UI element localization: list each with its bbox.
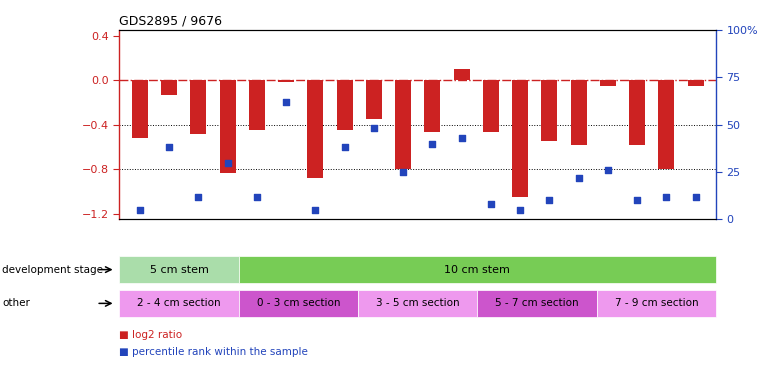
Point <box>310 207 322 213</box>
Text: GDS2895 / 9676: GDS2895 / 9676 <box>119 15 223 27</box>
Bar <box>483 80 499 132</box>
Bar <box>219 80 236 172</box>
Bar <box>512 80 528 197</box>
Text: 5 - 7 cm section: 5 - 7 cm section <box>495 298 579 308</box>
Point <box>660 194 672 200</box>
Point <box>455 135 467 141</box>
Bar <box>600 80 616 86</box>
Text: 5 cm stem: 5 cm stem <box>149 265 209 274</box>
Text: 7 - 9 cm section: 7 - 9 cm section <box>614 298 698 308</box>
Bar <box>688 80 704 86</box>
Point <box>368 126 380 132</box>
Bar <box>629 80 645 145</box>
Point <box>134 207 146 213</box>
Point <box>251 194 263 200</box>
Bar <box>249 80 265 130</box>
Bar <box>395 80 411 169</box>
Point <box>426 141 438 147</box>
Point <box>397 169 410 175</box>
Text: other: other <box>2 298 30 308</box>
Bar <box>161 80 177 94</box>
Bar <box>658 80 675 169</box>
Point <box>484 201 497 207</box>
Text: 10 cm stem: 10 cm stem <box>444 265 511 274</box>
Point <box>222 160 234 166</box>
Bar <box>132 80 148 138</box>
Text: development stage: development stage <box>2 265 103 274</box>
Bar <box>336 80 353 130</box>
Text: 0 - 3 cm section: 0 - 3 cm section <box>256 298 340 308</box>
Text: 3 - 5 cm section: 3 - 5 cm section <box>376 298 460 308</box>
Bar <box>424 80 440 132</box>
Bar <box>366 80 382 119</box>
Bar <box>307 80 323 178</box>
Bar <box>571 80 587 145</box>
Point <box>280 99 293 105</box>
Bar <box>190 80 206 134</box>
Bar <box>541 80 557 141</box>
Bar <box>454 69 470 80</box>
Point <box>601 167 614 173</box>
Point <box>543 197 555 203</box>
Bar <box>278 80 294 82</box>
Point <box>514 207 526 213</box>
Text: 2 - 4 cm section: 2 - 4 cm section <box>137 298 221 308</box>
Point <box>631 197 643 203</box>
Point <box>163 144 176 150</box>
Text: ■ percentile rank within the sample: ■ percentile rank within the sample <box>119 347 308 357</box>
Point <box>339 144 351 150</box>
Text: ■ log2 ratio: ■ log2 ratio <box>119 330 182 340</box>
Point <box>689 194 701 200</box>
Point <box>192 194 205 200</box>
Point <box>572 175 584 181</box>
